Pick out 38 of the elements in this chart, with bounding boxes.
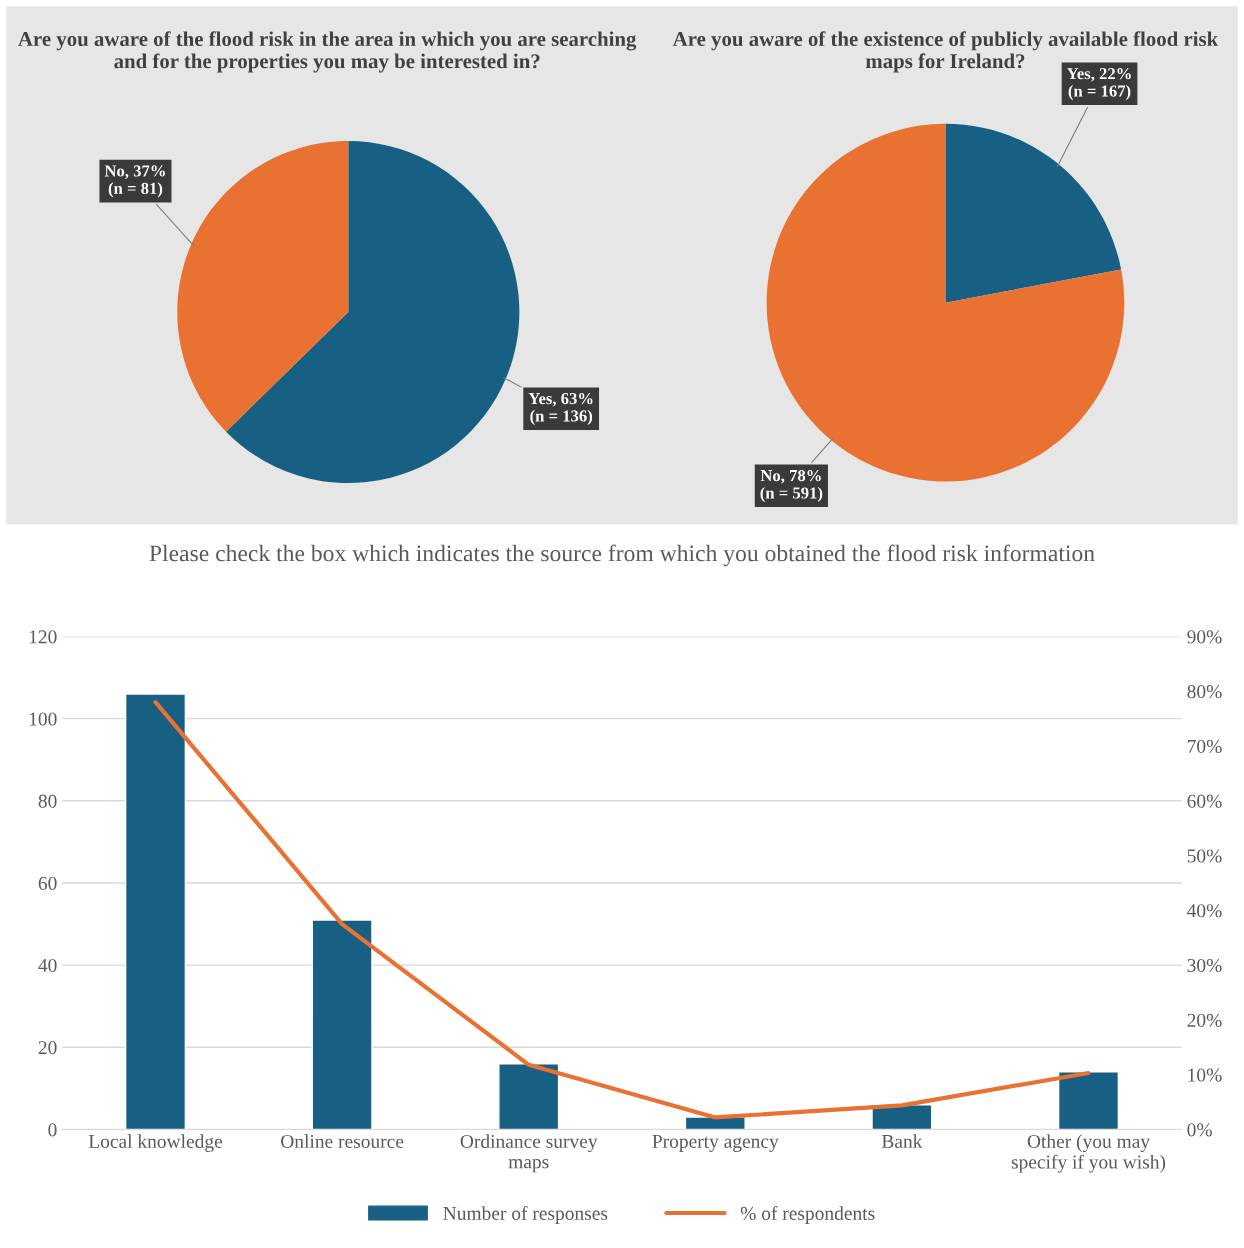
slice-label: Yes, 63% (n = 136): [528, 392, 593, 425]
y2-tick-label: 30%: [1187, 958, 1222, 973]
y2-tick-label: 60%: [1187, 794, 1222, 808]
y2-tick-label: 80%: [1187, 685, 1222, 699]
bar: [124, 693, 187, 1130]
y2-tick-label: 20%: [1187, 1013, 1222, 1027]
slice-label: No, 37% (n = 81): [104, 165, 165, 198]
x-tick-label: Bank: [881, 1134, 923, 1148]
pie-slice: [226, 140, 520, 484]
y2-tick-label: 10%: [1188, 1068, 1222, 1082]
y2-tick-label: 0%: [1187, 1123, 1212, 1137]
y-tick-label: 0: [48, 1123, 57, 1137]
y2-tick-label: 70%: [1187, 739, 1222, 754]
line-series: [153, 700, 1091, 1120]
y-tick-label: 120: [29, 630, 57, 644]
y2-tick-label: 90%: [1187, 630, 1222, 644]
legend-label: % of respondents: [740, 1206, 875, 1224]
x-tick-label: Ordinance survey maps: [460, 1134, 598, 1173]
chart-title: Are you aware of the flood risk in the area in which you are searching and for the properties you may be interested in?: [18, 31, 637, 73]
y-tick-label: 40: [38, 958, 57, 973]
x-tick-label: Online resource: [281, 1134, 404, 1148]
pie-slice: [945, 123, 1122, 303]
y-tick-label: 60: [38, 876, 57, 890]
y2-tick-label: 40%: [1187, 904, 1222, 918]
slice-label: No, 78% (n = 591): [760, 469, 823, 502]
bar: [1057, 1071, 1120, 1130]
y-tick-label: 100: [29, 712, 57, 726]
y2-tick-label: 50%: [1187, 849, 1222, 863]
x-tick-label: Property agency: [652, 1135, 779, 1152]
bar: [498, 1063, 560, 1130]
bar: [311, 919, 373, 1130]
pie-slice: [177, 140, 349, 432]
y-tick-label: 20: [38, 1041, 57, 1055]
legend-label: Number of responses: [443, 1206, 608, 1224]
chart-title: Please check the box which indicates the source from which you obtained the flood risk information: [149, 544, 1095, 567]
x-tick-label: Other (you may specify if you wish): [1011, 1134, 1166, 1173]
y-tick-label: 80: [38, 794, 57, 808]
x-tick-label: Local knowledge: [88, 1134, 223, 1152]
